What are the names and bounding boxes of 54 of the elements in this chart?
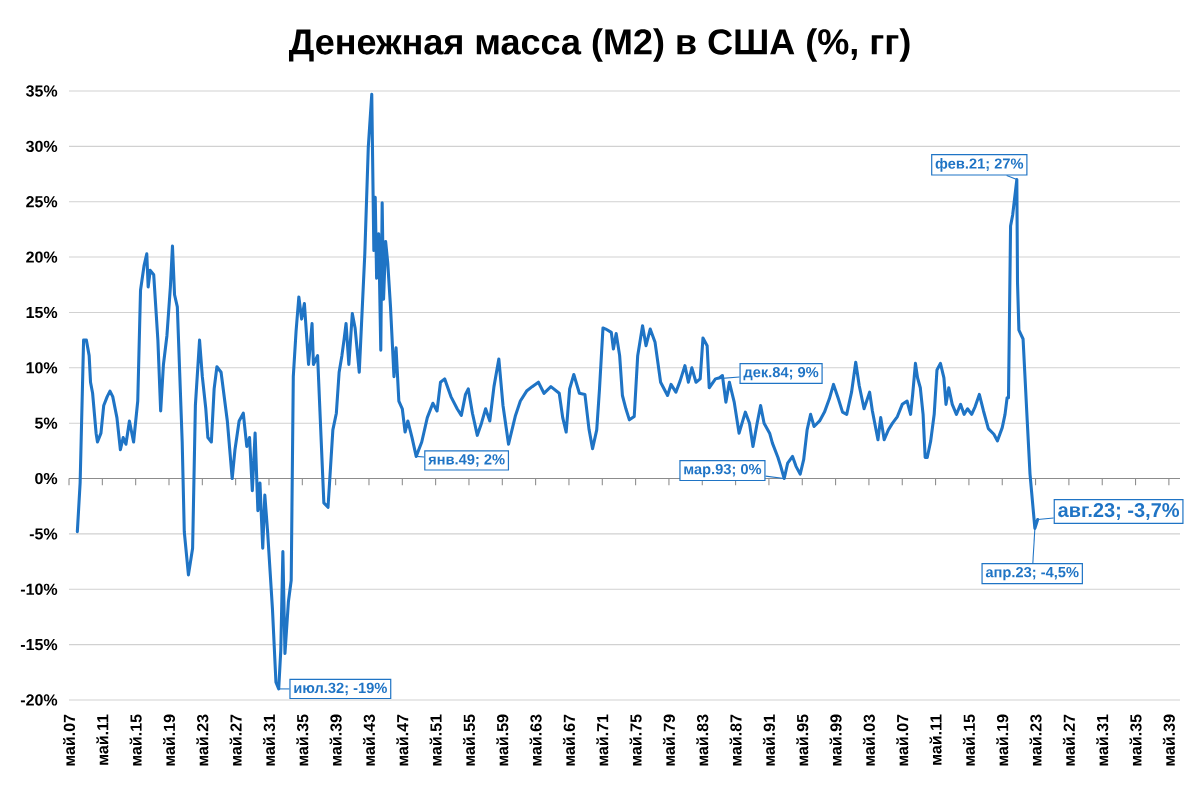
x-tick-label: май.71 <box>596 714 609 766</box>
x-tick-label: май.91 <box>762 714 775 766</box>
x-tick-label: май.23 <box>1029 714 1042 766</box>
x-tick-label: май.43 <box>362 714 376 766</box>
annotation: апр.23; -4,5% <box>985 566 1079 581</box>
y-tick-label: -15% <box>20 638 58 651</box>
x-tick-label: май.15 <box>129 714 142 766</box>
x-tick-label: май.39 <box>1162 714 1175 766</box>
x-tick-label: май.83 <box>696 714 709 766</box>
x-tick-label: май.55 <box>462 714 475 766</box>
x-tick-label: май.63 <box>529 714 542 766</box>
chart-title: Денежная масса (M2) в США (%, гг) <box>289 28 910 62</box>
x-tick-label: май.95 <box>796 714 809 766</box>
x-tick-label: май.27 <box>229 714 242 766</box>
x-tick-label: май.35 <box>1129 714 1142 766</box>
x-tick-label: май.15 <box>962 714 975 766</box>
x-tick-label: май.79 <box>662 714 675 766</box>
x-tick-label: май.03 <box>862 714 875 766</box>
y-tick-label: 5% <box>35 417 58 429</box>
x-tick-label: май.07 <box>62 714 76 766</box>
y-tick-label: 25% <box>26 196 58 208</box>
annotation: июл.32; -19% <box>294 682 387 696</box>
x-tick-label: май.31 <box>1096 714 1109 766</box>
x-tick-label: май.23 <box>196 714 209 766</box>
y-tick-label: -5% <box>29 528 58 540</box>
y-tick-label: 10% <box>26 362 58 374</box>
annotation: янв.49; 2% <box>428 454 505 467</box>
x-tick-label: май.27 <box>1062 714 1075 766</box>
x-tick-label: май.51 <box>429 714 442 766</box>
y-tick-label: -20% <box>20 694 58 706</box>
x-tick-label: май.59 <box>496 714 509 766</box>
x-tick-label: май.67 <box>562 714 575 766</box>
y-tick-label: 35% <box>25 85 58 97</box>
x-tick-label: май.47 <box>396 714 409 766</box>
annotation: авг.23; -3,7% <box>1058 502 1180 521</box>
y-tick-label: 30% <box>25 140 58 153</box>
y-tick-label: 0% <box>35 472 58 485</box>
annotation: дек.84; 9% <box>743 366 819 381</box>
x-tick-label: май.99 <box>829 714 842 766</box>
x-tick-label: май.11 <box>929 714 942 765</box>
y-tick-label: -10% <box>20 583 58 595</box>
annotation: фев.21; 27% <box>935 157 1024 172</box>
y-tick-label: 15% <box>26 306 58 319</box>
x-tick-label: май.19 <box>996 714 1009 766</box>
x-tick-label: май.75 <box>629 714 642 766</box>
x-tick-label: май.11 <box>96 714 109 765</box>
x-tick-label: май.87 <box>729 714 742 766</box>
x-tick-label: май.31 <box>262 714 276 766</box>
y-tick-label: 20% <box>26 251 58 263</box>
x-tick-label: май.07 <box>896 714 909 766</box>
x-tick-label: май.39 <box>329 714 342 766</box>
annotation: мар.93; 0% <box>684 463 762 478</box>
x-tick-label: май.35 <box>296 714 309 766</box>
x-tick-label: май.19 <box>162 714 176 766</box>
